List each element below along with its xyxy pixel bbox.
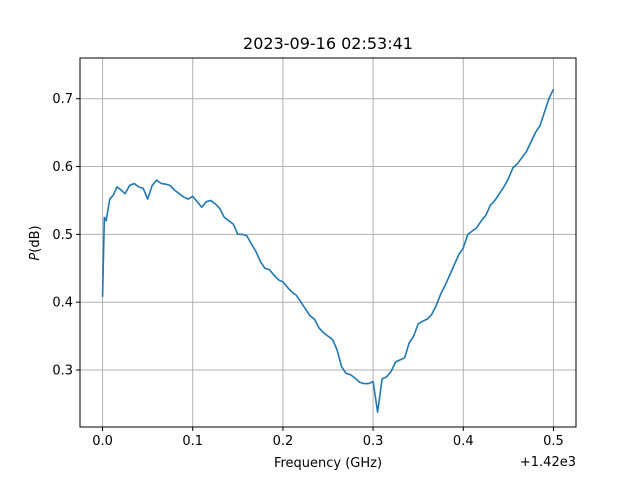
x-axis-offset-label: +1.42e3 <box>520 455 576 470</box>
y-tick-label: 0.5 <box>52 228 73 243</box>
x-axis-ticks: 0.0 0.1 0.2 0.3 0.4 0.5 <box>92 427 564 449</box>
x-tick-label: 0.1 <box>182 434 203 449</box>
x-tick-label: 0.3 <box>363 434 384 449</box>
x-tick-label: 0.4 <box>453 434 474 449</box>
y-tick-label: 0.3 <box>52 364 73 379</box>
y-axis-label-symbol: P <box>28 253 43 261</box>
x-tick-label: 0.0 <box>92 434 113 449</box>
plot-frame <box>79 57 577 428</box>
x-tick-label: 0.2 <box>273 434 294 449</box>
series-layer <box>101 88 555 413</box>
y-axis-label-unit: (dB) <box>28 225 43 252</box>
y-axis-label: P(dB) <box>28 225 43 260</box>
x-tick-label: 0.5 <box>543 434 564 449</box>
y-tick-label: 0.7 <box>52 92 73 107</box>
y-axis-ticks: 0.3 0.4 0.5 0.6 0.7 <box>52 92 80 379</box>
y-tick-label: 0.6 <box>52 160 73 175</box>
y-tick-label: 0.4 <box>52 296 73 311</box>
series-line <box>101 88 555 413</box>
chart-title: 2023-09-16 02:53:41 <box>243 34 413 53</box>
x-axis-label: Frequency (GHz) <box>274 456 382 471</box>
grid-lines <box>80 58 576 427</box>
